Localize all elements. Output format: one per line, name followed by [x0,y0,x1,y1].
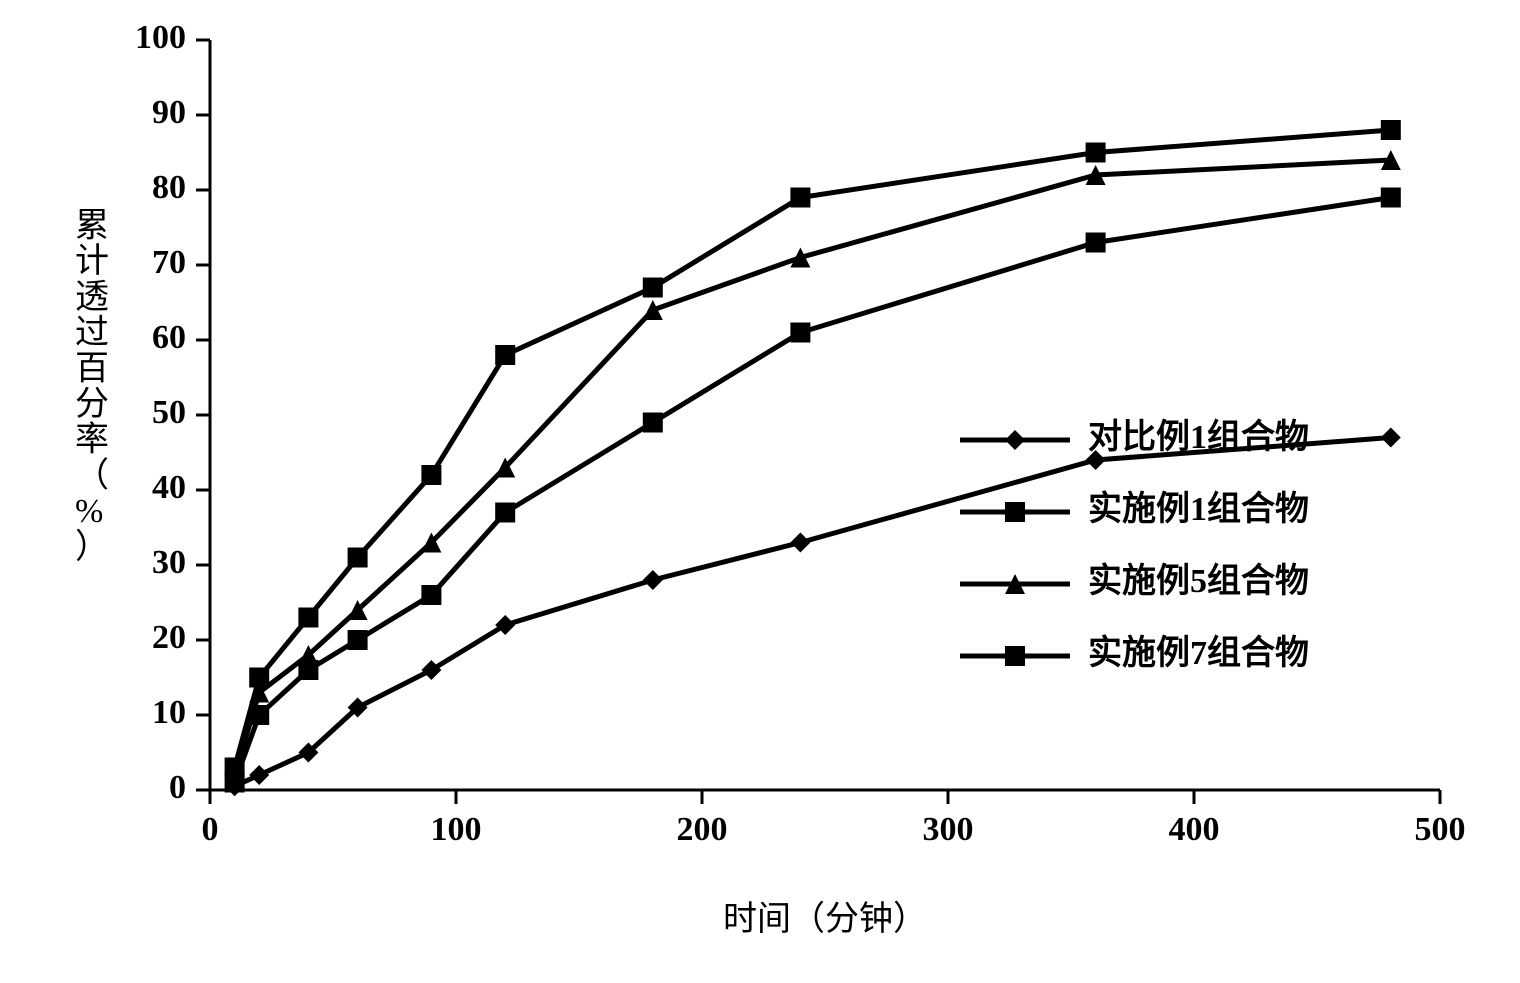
y-tick-label: 20 [152,619,186,656]
square-icon [643,413,663,433]
y-tick-label: 30 [152,544,186,581]
square-icon [495,345,515,365]
x-tick-label: 500 [1415,811,1466,848]
square-icon [225,758,245,778]
x-tick-label: 300 [923,811,974,848]
square-icon [790,323,810,343]
square-icon [421,465,441,485]
y-tick-label: 10 [152,694,186,731]
legend-label: 实施例5组合物 [1088,562,1309,600]
square-icon [1005,646,1025,666]
y-tick-label: 100 [135,19,186,56]
legend-label: 实施例7组合物 [1088,634,1309,672]
x-tick-label: 200 [677,811,728,848]
y-tick-label: 80 [152,169,186,206]
square-icon [1381,188,1401,208]
square-icon [495,503,515,523]
square-icon [298,608,318,628]
legend-label: 实施例1组合物 [1088,490,1309,528]
square-icon [348,630,368,650]
chart-container: 01020304050607080901000100200300400500累计… [0,0,1520,983]
square-icon [1086,143,1106,163]
line-chart: 01020304050607080901000100200300400500累计… [0,0,1520,983]
square-icon [1381,120,1401,140]
y-tick-label: 50 [152,394,186,431]
x-tick-label: 0 [202,811,219,848]
square-icon [249,668,269,688]
square-icon [348,548,368,568]
x-tick-label: 100 [431,811,482,848]
square-icon [643,278,663,298]
square-icon [1086,233,1106,253]
y-tick-label: 60 [152,319,186,356]
y-tick-label: 40 [152,469,186,506]
square-icon [790,188,810,208]
square-icon [421,585,441,605]
y-tick-label: 0 [169,769,186,806]
x-axis-title: 时间（分钟） [723,900,927,938]
y-tick-label: 90 [152,94,186,131]
x-tick-label: 400 [1169,811,1220,848]
y-tick-label: 70 [152,244,186,281]
legend-label: 对比例1组合物 [1088,418,1309,456]
square-icon [1005,502,1025,522]
